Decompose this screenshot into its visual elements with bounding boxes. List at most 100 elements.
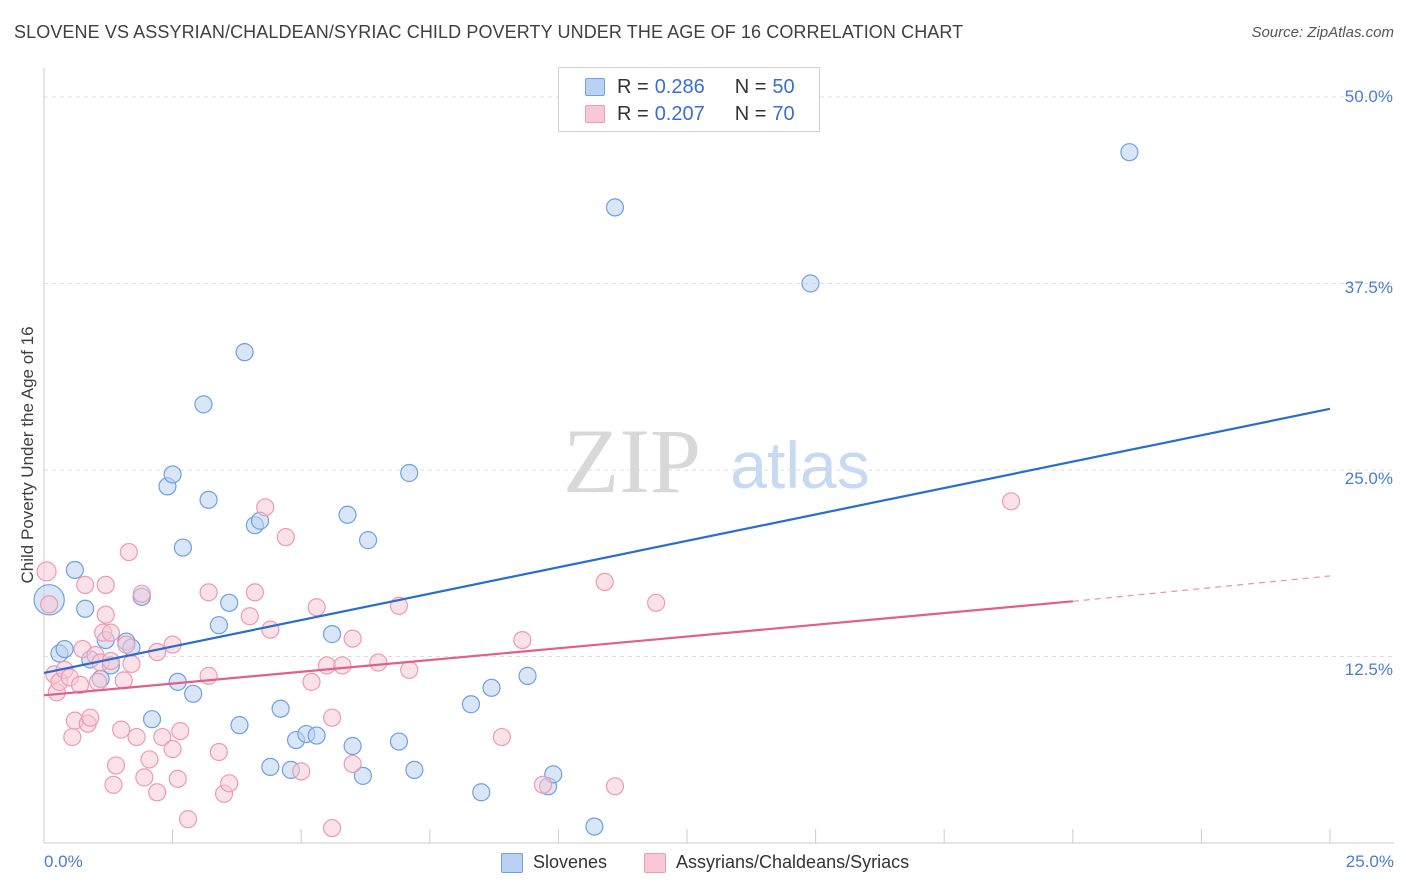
assyrians-point-54 — [322, 708, 342, 727]
slovenes-point-20 — [209, 616, 228, 635]
slovenes-point-22 — [230, 716, 249, 735]
assyrians-point-50 — [292, 762, 311, 781]
assyrians-point-66 — [605, 777, 625, 796]
slovenes-point-12 — [142, 710, 162, 729]
assyrians-point-49 — [276, 528, 295, 547]
assyrians-point-67 — [647, 593, 666, 612]
slovenes-point-2 — [55, 639, 74, 659]
assyrians-point-46 — [245, 583, 265, 602]
slovenes-point-42 — [482, 678, 501, 697]
assyrians-point-65 — [595, 572, 614, 592]
assyrians-point-33 — [148, 642, 167, 662]
slovenes-point-18 — [194, 395, 213, 414]
assyrians-point-27 — [122, 654, 141, 674]
slovenes-point-14 — [163, 465, 182, 484]
assyrians-point-30 — [135, 768, 154, 787]
legend-r-value-assyrians: 0.207 — [654, 102, 705, 125]
chart-title: SLOVENE VS ASSYRIAN/CHALDEAN/SYRIAC CHIL… — [14, 22, 964, 42]
slovenes-point-43 — [518, 666, 537, 685]
slovenes-point-3 — [65, 560, 84, 580]
legend-swatch-assyrians — [585, 105, 605, 123]
assyrians-trend-line-extension — [1072, 575, 1331, 602]
legend-r-value-slovenes: 0.286 — [654, 75, 705, 98]
assyrians-point-69 — [96, 575, 115, 594]
watermark-zip: ZIP — [563, 410, 701, 512]
legend-n-label: N = — [734, 102, 767, 125]
assyrians-point-26 — [119, 542, 138, 562]
assyrians-point-45 — [240, 607, 259, 626]
slovenes-point-27 — [271, 699, 290, 718]
assyrians-point-64 — [533, 775, 553, 794]
legend-row-assyrians: R = 0.207 N = 70 — [585, 101, 795, 127]
assyrians-point-48 — [261, 620, 280, 639]
bottom-legend-label-slovenes: Slovenes — [533, 852, 608, 872]
slovenes-point-39 — [405, 760, 424, 779]
assyrians-point-23 — [112, 720, 131, 739]
slovenes-point-31 — [307, 726, 326, 745]
slovenes-point-26 — [261, 757, 280, 777]
slovenes-point-47 — [605, 198, 625, 217]
legend-row-slovenes: R = 0.286 N = 50 — [585, 74, 795, 100]
bottom-legend-swatch-assyrians — [644, 852, 666, 873]
assyrians-point-31 — [140, 750, 159, 769]
assyrians-point-42 — [209, 742, 228, 762]
assyrians-point-58 — [343, 629, 362, 648]
legend-r-label: R = — [617, 75, 649, 98]
assyrians-point-51 — [302, 672, 321, 691]
legend-n-value-slovenes: 50 — [772, 75, 795, 98]
x-tick-label-max: 25.0% — [1345, 852, 1394, 871]
assyrians-point-39 — [178, 810, 198, 829]
assyrians-point-57 — [343, 754, 362, 774]
assyrians-point-11 — [76, 575, 95, 594]
assyrians-point-18 — [96, 605, 115, 624]
slovenes-point-34 — [343, 736, 362, 756]
slovenes-point-35 — [353, 766, 373, 785]
slovenes-point-23 — [235, 343, 254, 362]
assyrians-point-53 — [317, 656, 337, 675]
slovenes-point-36 — [358, 531, 378, 550]
y-tick-label-25: 25.0% — [1344, 469, 1393, 488]
assyrians-point-1 — [40, 595, 59, 614]
assyrians-point-44 — [220, 774, 239, 793]
slovenes-point-16 — [173, 538, 192, 557]
assyrians-point-29 — [132, 584, 151, 603]
slovenes-point-41 — [472, 783, 491, 802]
y-tick-label-50: 50.0% — [1344, 87, 1393, 106]
assyrians-point-32 — [148, 783, 167, 802]
slovenes-point-46 — [585, 817, 604, 836]
assyrians-point-20 — [101, 623, 120, 642]
assyrians-point-61 — [400, 660, 419, 680]
slovenes-point-49 — [1120, 143, 1139, 162]
assyrians-point-13 — [81, 708, 100, 727]
legend-n-label: N = — [734, 75, 767, 98]
assyrians-point-40 — [199, 583, 218, 602]
bottom-legend-label-assyrians: Assyrians/Chaldeans/Syriacs — [676, 852, 910, 872]
bottom-legend-slovenes: Slovenes — [501, 852, 607, 873]
assyrians-point-38 — [171, 721, 190, 741]
assyrians-point-15 — [88, 672, 108, 691]
assyrians-point-0 — [36, 561, 57, 582]
legend-n-value-assyrians: 70 — [772, 102, 795, 125]
slovenes-point-38 — [400, 463, 419, 483]
watermark-atlas: atlas — [730, 428, 869, 502]
slovenes-point-21 — [220, 593, 239, 612]
assyrians-point-25 — [117, 635, 136, 654]
assyrians-point-34 — [153, 727, 172, 747]
legend-r-label: R = — [617, 102, 649, 125]
slovenes-point-19 — [199, 490, 218, 509]
bottom-legend-assyrians: Assyrians/Chaldeans/Syriacs — [644, 852, 909, 873]
assyrians-point-9 — [70, 675, 90, 694]
assyrians-point-22 — [106, 756, 126, 775]
slovenes-point-4 — [76, 599, 95, 618]
assyrians-point-24 — [114, 671, 133, 690]
assyrians-point-7 — [63, 727, 82, 747]
assyrians-point-68 — [1001, 492, 1021, 511]
slovenes-point-33 — [338, 505, 357, 524]
legend-swatch-slovenes — [585, 78, 605, 96]
assyrians-point-47 — [256, 498, 275, 517]
slovenes-trend-line — [43, 407, 1331, 674]
chart-source: Source: ZipAtlas.com — [1251, 24, 1394, 41]
y-tick-label-12-5: 12.5% — [1344, 660, 1393, 679]
slovenes-point-37 — [389, 732, 409, 751]
